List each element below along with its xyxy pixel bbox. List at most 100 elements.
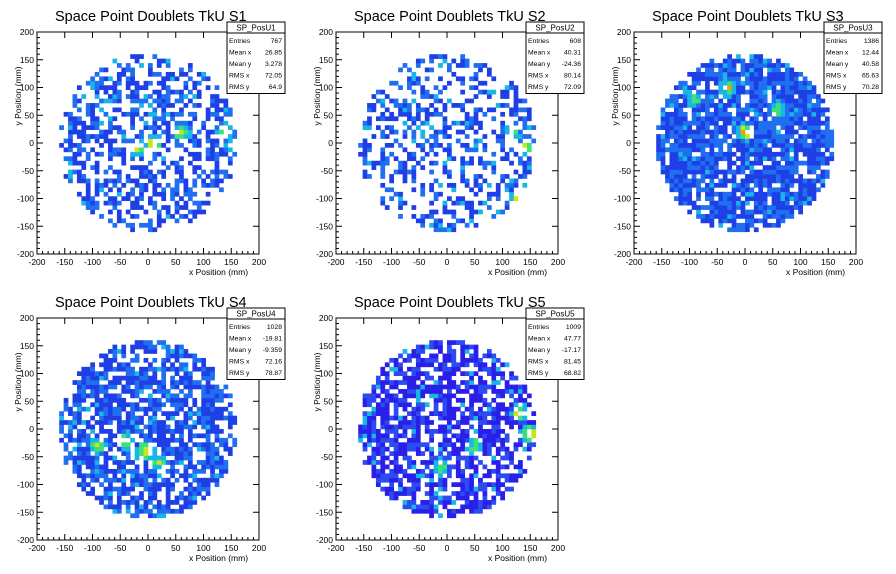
heatmap-cell <box>722 58 728 64</box>
heatmap-cell <box>789 178 795 184</box>
heatmap-cell <box>179 420 184 425</box>
heatmap-cell <box>776 111 781 117</box>
heatmap-cell <box>500 389 506 394</box>
heatmap-cell <box>183 411 189 416</box>
heatmap-cell <box>447 455 452 461</box>
heatmap-cell <box>170 482 175 488</box>
heatmap-cell <box>179 402 184 408</box>
heatmap-cell <box>442 397 448 403</box>
heatmap-cell <box>148 344 153 350</box>
heatmap-cell <box>411 366 417 372</box>
heatmap-cell <box>156 473 162 479</box>
heatmap-cell <box>682 156 688 162</box>
heatmap-cell <box>411 424 417 430</box>
heatmap-cell <box>486 205 492 210</box>
heatmap-cell <box>161 460 167 465</box>
heatmap-cell <box>771 205 777 210</box>
heatmap-cell <box>495 134 501 139</box>
heatmap-cell <box>753 138 759 144</box>
heatmap-cell <box>438 76 443 82</box>
heatmap-cell <box>771 71 777 77</box>
heatmap-cell <box>214 433 220 439</box>
heatmap-cell <box>358 433 363 439</box>
heatmap-cell <box>705 107 710 113</box>
stats-row-value: 72.09 <box>564 84 581 91</box>
heatmap-cell <box>776 120 781 126</box>
heatmap-cell <box>713 63 719 68</box>
heatmap-cell <box>121 182 127 188</box>
heatmap-cell <box>696 134 701 139</box>
heatmap-cell <box>415 411 421 416</box>
heatmap-cell <box>447 473 452 479</box>
heatmap-cell <box>705 156 710 162</box>
heatmap-cell <box>174 353 180 359</box>
y-tick-label: 50 <box>25 110 35 120</box>
heatmap-cell <box>807 169 812 175</box>
heatmap-cell <box>85 138 91 144</box>
heatmap-cell <box>464 344 470 350</box>
heatmap-cell <box>433 344 439 350</box>
heatmap-cell <box>165 98 171 104</box>
heatmap-cell <box>504 411 510 416</box>
heatmap-cell <box>420 147 426 153</box>
heatmap-cell <box>798 71 804 77</box>
heatmap-cell <box>134 384 140 390</box>
heatmap-cell <box>148 222 153 228</box>
heatmap-cell <box>94 460 100 465</box>
heatmap-cell <box>504 451 510 456</box>
heatmap-cell <box>438 218 443 224</box>
heatmap-cell <box>736 107 741 113</box>
heatmap-cell <box>108 442 113 448</box>
heatmap-cell <box>143 508 149 514</box>
heatmap-cell <box>718 147 724 153</box>
heatmap-cell <box>762 58 768 64</box>
heatmap-cell <box>152 380 158 385</box>
heatmap-cell <box>192 353 198 359</box>
heatmap-cell <box>103 437 109 443</box>
heatmap-cell <box>125 460 131 465</box>
heatmap-cell <box>371 455 377 461</box>
heatmap-cell <box>807 111 812 117</box>
heatmap-cell <box>205 129 211 135</box>
heatmap-cell <box>824 156 830 162</box>
heatmap-cell <box>134 504 140 510</box>
heatmap-cell <box>187 76 193 82</box>
heatmap-cell <box>464 491 470 496</box>
heatmap-cell <box>407 442 412 448</box>
heatmap-cell <box>451 227 457 233</box>
heatmap-cell <box>500 442 506 448</box>
heatmap-cell <box>411 393 417 399</box>
heatmap-cell <box>72 464 78 470</box>
heatmap-cell <box>673 169 679 175</box>
heatmap-cell <box>482 89 488 95</box>
heatmap-cell <box>81 366 87 372</box>
heatmap-cell <box>438 98 443 104</box>
heatmap-cell <box>482 473 488 479</box>
heatmap-cell <box>771 169 777 175</box>
heatmap-cell <box>161 196 167 202</box>
heatmap-cell <box>214 178 220 184</box>
heatmap-cell <box>776 200 781 206</box>
heatmap-cell <box>362 174 368 179</box>
heatmap-cell <box>665 165 670 170</box>
heatmap-cell <box>68 411 73 416</box>
heatmap-cell <box>478 375 483 381</box>
heatmap-cell <box>227 160 233 166</box>
heatmap-cell <box>380 371 386 377</box>
heatmap-cell <box>201 442 207 448</box>
heatmap-cell <box>442 165 448 170</box>
heatmap-cell <box>223 384 229 390</box>
heatmap-cell <box>495 103 501 108</box>
heatmap-cell <box>424 420 430 425</box>
heatmap-cell <box>371 393 377 399</box>
heatmap-cell <box>736 222 741 228</box>
heatmap-cell <box>478 442 483 448</box>
heatmap-cell <box>500 111 506 117</box>
heatmap-cell <box>784 138 790 144</box>
heatmap-cell <box>824 143 830 148</box>
heatmap-cell <box>482 143 488 148</box>
heatmap-cell <box>367 147 372 153</box>
heatmap-cell <box>518 442 523 448</box>
heatmap-cell <box>165 491 171 496</box>
heatmap-cell <box>784 94 790 99</box>
